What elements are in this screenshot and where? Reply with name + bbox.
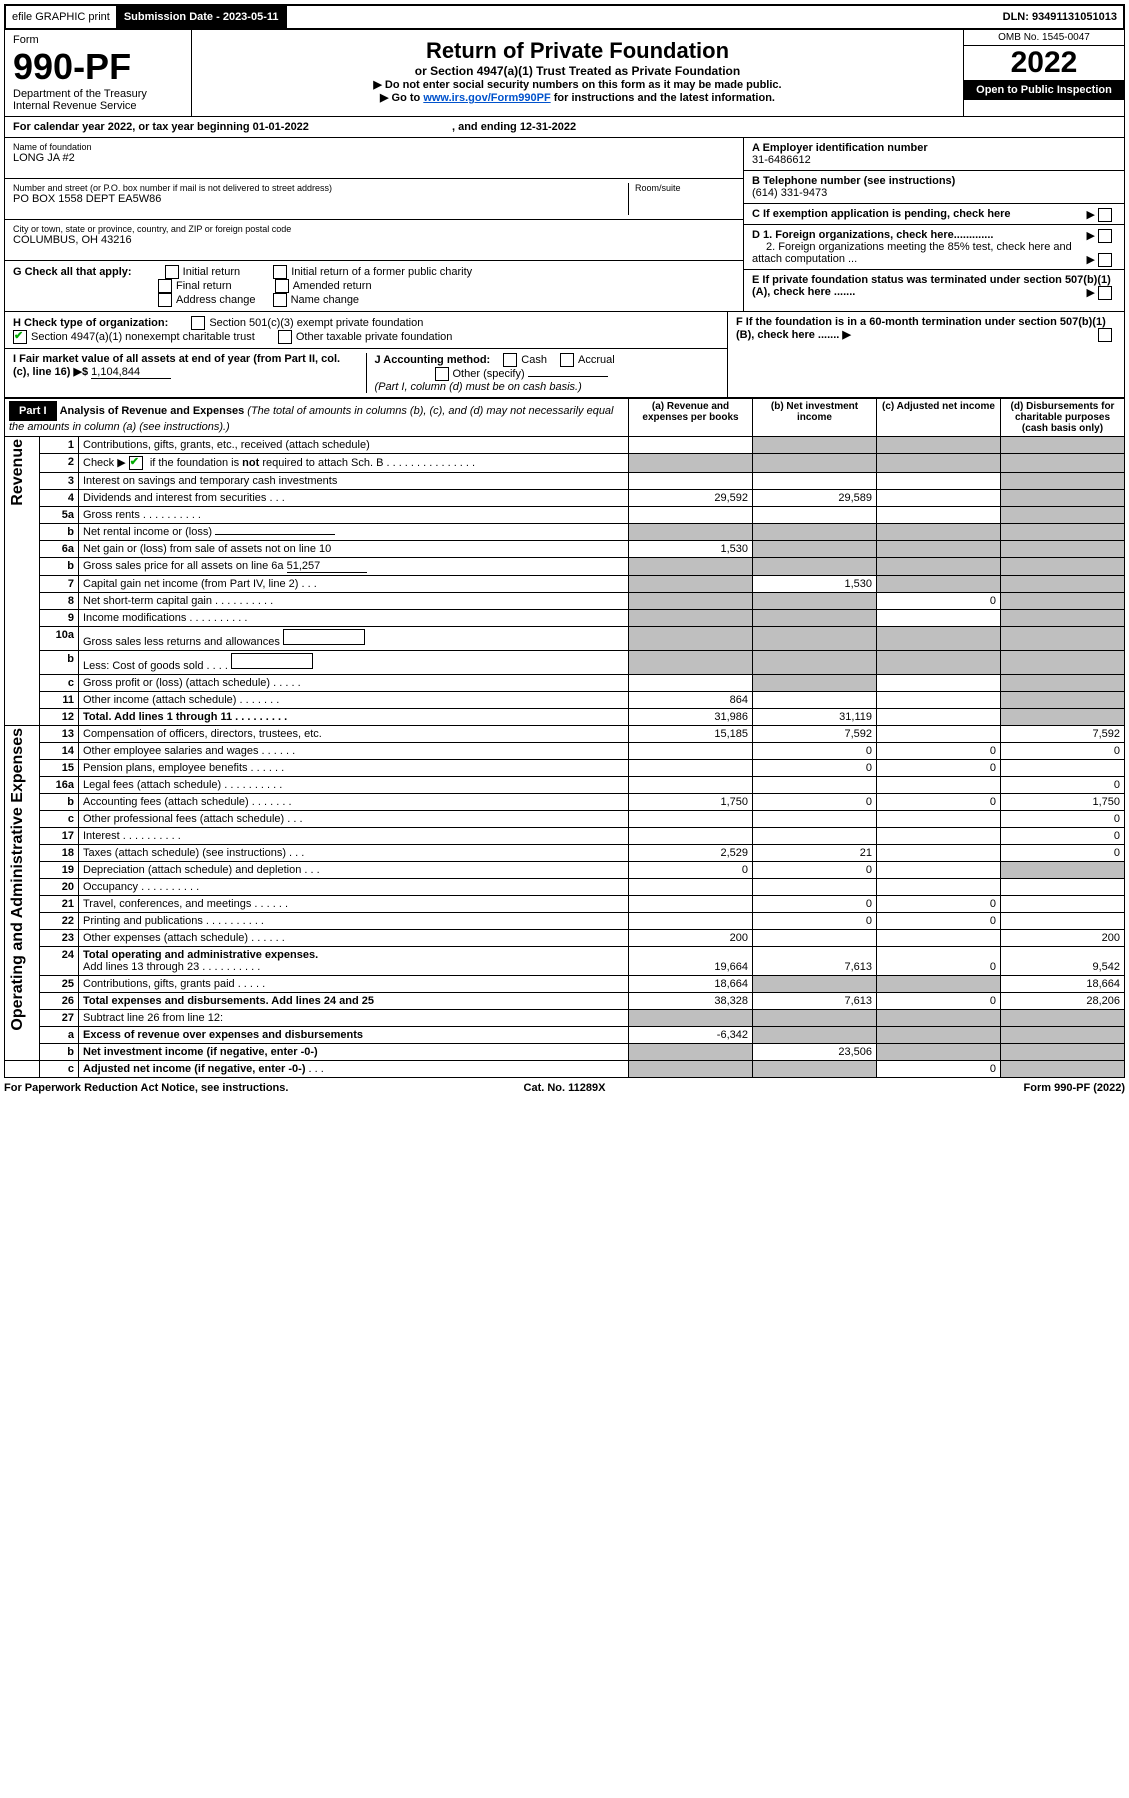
i-label: I Fair market value of all assets at end… [13, 353, 340, 378]
foreign-org-check[interactable] [1098, 229, 1112, 243]
note-ssn: ▶ Do not enter social security numbers o… [200, 78, 955, 91]
note-goto: ▶ Go to www.irs.gov/Form990PF for instru… [200, 91, 955, 104]
name-label: Name of foundation [13, 142, 735, 152]
foundation-address: PO BOX 1558 DEPT EA5W86 [13, 193, 628, 205]
g-label: G Check all that apply: [13, 266, 132, 278]
c-label: C If exemption application is pending, c… [752, 208, 1011, 220]
501c3-check[interactable] [191, 316, 205, 330]
fmv-value: 1,104,844 [91, 366, 171, 379]
addr-label: Number and street (or P.O. box number if… [13, 183, 628, 193]
4947-check[interactable] [13, 330, 27, 344]
ein-label: A Employer identification number [752, 142, 1116, 154]
form-subtitle: or Section 4947(a)(1) Trust Treated as P… [200, 64, 955, 78]
calendar-year-row: For calendar year 2022, or tax year begi… [4, 117, 1125, 138]
col-c-header: (c) Adjusted net income [877, 399, 1001, 437]
form-title: Return of Private Foundation [200, 38, 955, 64]
phone-label: B Telephone number (see instructions) [752, 175, 1116, 187]
efile-label[interactable]: efile GRAPHIC print [6, 6, 118, 28]
part1-title: Analysis of Revenue and Expenses [60, 405, 245, 417]
e-label: E If private foundation status was termi… [752, 274, 1111, 298]
accrual-check[interactable] [560, 353, 574, 367]
addr-change-check[interactable] [158, 293, 172, 307]
footer-left: For Paperwork Reduction Act Notice, see … [4, 1082, 378, 1094]
j-note: (Part I, column (d) must be on cash basi… [375, 381, 582, 393]
final-return-check[interactable] [158, 279, 172, 293]
part1-table: Part I Analysis of Revenue and Expenses … [4, 398, 1125, 1078]
foreign-85-check[interactable] [1098, 253, 1112, 267]
omb-number: OMB No. 1545-0047 [964, 30, 1124, 46]
col-a-header: (a) Revenue and expenses per books [629, 399, 753, 437]
exemption-pending-check[interactable] [1098, 208, 1112, 222]
footer-formref: Form 990-PF (2022) [751, 1082, 1125, 1094]
dln-label: DLN: 93491131051013 [997, 6, 1123, 28]
page-footer: For Paperwork Reduction Act Notice, see … [4, 1078, 1125, 1098]
ein-value: 31-6486612 [752, 154, 1116, 166]
footer-catno: Cat. No. 11289X [378, 1082, 752, 1094]
d2-label: 2. Foreign organizations meeting the 85%… [752, 241, 1072, 265]
col-b-header: (b) Net investment income [753, 399, 877, 437]
room-label: Room/suite [635, 183, 735, 193]
d1-label: D 1. Foreign organizations, check here..… [752, 229, 993, 241]
other-method-check[interactable] [435, 367, 449, 381]
tax-year: 2022 [964, 46, 1124, 80]
status-terminated-check[interactable] [1098, 286, 1112, 300]
foundation-name: LONG JA #2 [13, 152, 735, 164]
form-word: Form [13, 34, 183, 46]
info-section: Name of foundation LONG JA #2 Number and… [4, 138, 1125, 312]
foundation-city: COLUMBUS, OH 43216 [13, 234, 735, 246]
h-i-j-section: H Check type of organization: Section 50… [4, 312, 1125, 398]
initial-return-check[interactable] [165, 265, 179, 279]
other-taxable-check[interactable] [278, 330, 292, 344]
open-inspection: Open to Public Inspection [964, 80, 1124, 100]
phone-value: (614) 331-9473 [752, 187, 1116, 199]
expenses-label: Operating and Administrative Expenses [9, 728, 27, 1031]
name-change-check[interactable] [273, 293, 287, 307]
form-header: Form 990-PF Department of the Treasury I… [4, 30, 1125, 117]
col-d-header: (d) Disbursements for charitable purpose… [1001, 399, 1125, 437]
part1-label: Part I [9, 401, 57, 421]
schb-check[interactable] [129, 456, 143, 470]
city-label: City or town, state or province, country… [13, 224, 735, 234]
form-number: 990-PF [13, 46, 183, 88]
amended-return-check[interactable] [275, 279, 289, 293]
initial-former-check[interactable] [273, 265, 287, 279]
instructions-link[interactable]: www.irs.gov/Form990PF [423, 92, 550, 104]
top-bar: efile GRAPHIC print Submission Date - 20… [4, 4, 1125, 30]
dept-label: Department of the Treasury [13, 88, 183, 100]
60month-check[interactable] [1098, 328, 1112, 342]
h-label: H Check type of organization: [13, 317, 168, 329]
cash-check[interactable] [503, 353, 517, 367]
j-label: J Accounting method: [375, 354, 491, 366]
f-label: F If the foundation is in a 60-month ter… [736, 316, 1106, 341]
submission-date: Submission Date - 2023-05-11 [118, 6, 287, 28]
revenue-label: Revenue [9, 439, 27, 506]
irs-label: Internal Revenue Service [13, 100, 183, 112]
